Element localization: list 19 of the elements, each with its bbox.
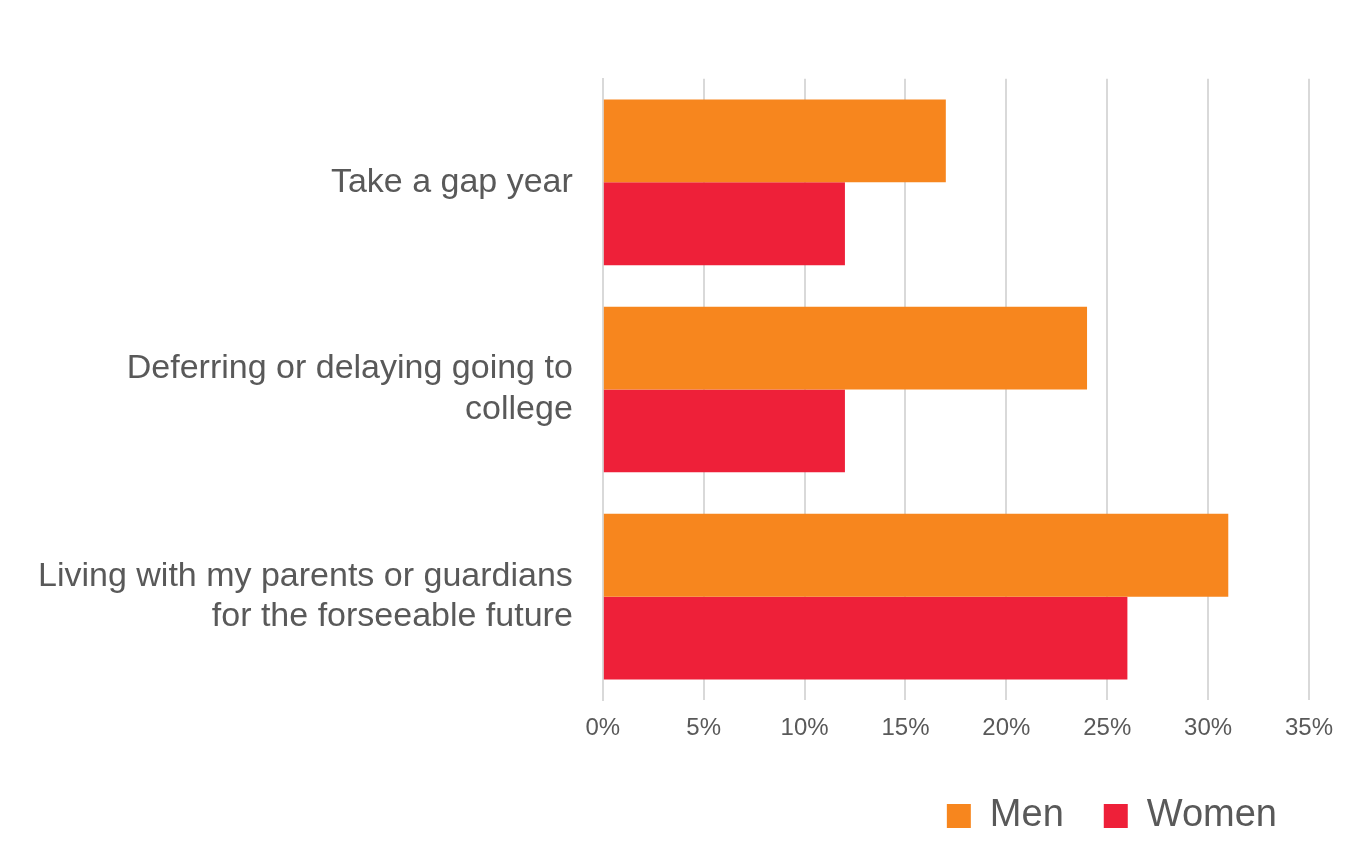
y-tick-label: Living with my parents or guardians for the forseeable future [37,554,573,634]
bar [603,513,1229,597]
x-tick-label: 10% [780,713,829,741]
bar [603,306,1088,390]
x-tick-label: 30% [1184,713,1233,741]
x-tick-label: 20% [982,713,1031,741]
bar [603,596,1128,680]
x-tick-label: 5% [686,713,722,741]
bar [603,99,946,183]
x-tick-label: 0% [585,713,621,741]
x-tick-label: 25% [1083,713,1132,741]
legend-label: Men [989,792,1064,835]
x-tick-label: 35% [1284,713,1334,741]
legend-label: Women [1146,792,1278,835]
bar [603,389,845,473]
y-tick-label: Take a gap year [330,160,573,199]
y-tick-label: Deferring or delaying going to college [126,347,573,427]
x-tick-label: 15% [881,713,930,741]
bar [603,182,845,266]
